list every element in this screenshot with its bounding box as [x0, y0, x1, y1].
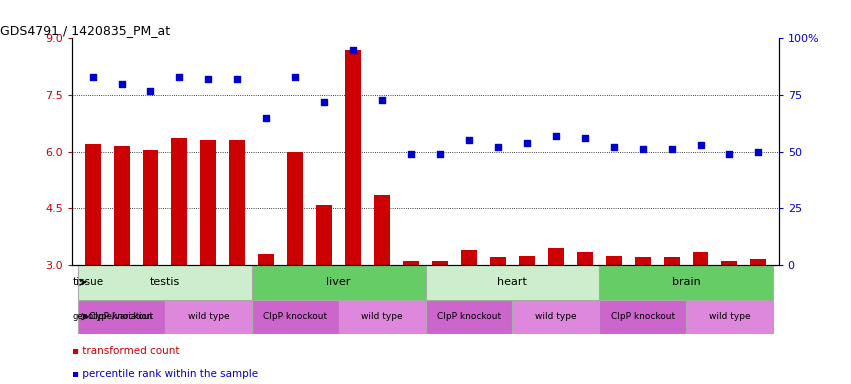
Point [173, 74, 186, 80]
Bar [374, 195, 390, 265]
Text: liver: liver [327, 277, 351, 287]
Text: brain: brain [671, 277, 700, 287]
Bar [606, 255, 621, 265]
Point [520, 139, 534, 146]
Bar [599, 300, 686, 334]
Bar [722, 261, 738, 265]
Point [288, 74, 302, 80]
Point [144, 88, 157, 94]
Bar [548, 248, 563, 265]
Point [549, 133, 563, 139]
Bar [259, 254, 274, 265]
Point [694, 142, 707, 148]
Text: wild type: wild type [362, 312, 403, 321]
Text: tissue: tissue [73, 277, 104, 287]
Bar [252, 265, 426, 300]
Bar [201, 141, 216, 265]
Point [346, 47, 360, 53]
Bar [599, 265, 773, 300]
Text: ClpP knockout: ClpP knockout [610, 312, 675, 321]
Bar [78, 300, 165, 334]
Point [202, 76, 215, 82]
Bar [426, 265, 599, 300]
Point [578, 135, 591, 141]
Text: wild type: wild type [187, 312, 229, 321]
Text: testis: testis [150, 277, 180, 287]
Bar [113, 146, 129, 265]
Bar [142, 150, 158, 265]
Point [751, 149, 765, 155]
Bar [346, 50, 361, 265]
Bar [519, 255, 534, 265]
Bar [78, 265, 252, 300]
Point [722, 151, 736, 157]
Text: ▪ transformed count: ▪ transformed count [72, 346, 180, 356]
Bar [490, 257, 505, 265]
Bar [317, 205, 332, 265]
Bar [252, 300, 339, 334]
Point [404, 151, 418, 157]
Bar [751, 259, 767, 265]
Point [375, 96, 389, 103]
Point [491, 144, 505, 150]
Bar [693, 252, 709, 265]
Text: ClpP knockout: ClpP knockout [263, 312, 328, 321]
Bar [686, 300, 773, 334]
Text: GDS4791 / 1420835_PM_at: GDS4791 / 1420835_PM_at [0, 24, 170, 37]
Bar [577, 252, 592, 265]
Bar [172, 139, 187, 265]
Text: ClpP knockout: ClpP knockout [437, 312, 501, 321]
Bar [403, 261, 419, 265]
Bar [432, 261, 448, 265]
Text: wild type: wild type [535, 312, 577, 321]
Text: ClpP knockout: ClpP knockout [89, 312, 154, 321]
Bar [461, 250, 477, 265]
Point [607, 144, 620, 150]
Bar [230, 141, 245, 265]
Text: heart: heart [497, 277, 528, 287]
Text: ▪ percentile rank within the sample: ▪ percentile rank within the sample [72, 369, 259, 379]
Bar [339, 300, 426, 334]
Bar [664, 257, 679, 265]
Text: genotype/variation: genotype/variation [73, 312, 153, 321]
Bar [165, 300, 252, 334]
Text: wild type: wild type [709, 312, 751, 321]
Point [636, 146, 649, 152]
Point [433, 151, 447, 157]
Bar [635, 257, 650, 265]
Bar [288, 152, 303, 265]
Point [260, 115, 273, 121]
Bar [512, 300, 599, 334]
Bar [426, 300, 512, 334]
Bar [84, 144, 100, 265]
Point [231, 76, 244, 82]
Point [86, 74, 100, 80]
Point [665, 146, 678, 152]
Point [462, 137, 476, 144]
Point [115, 81, 129, 87]
Point [317, 99, 331, 105]
